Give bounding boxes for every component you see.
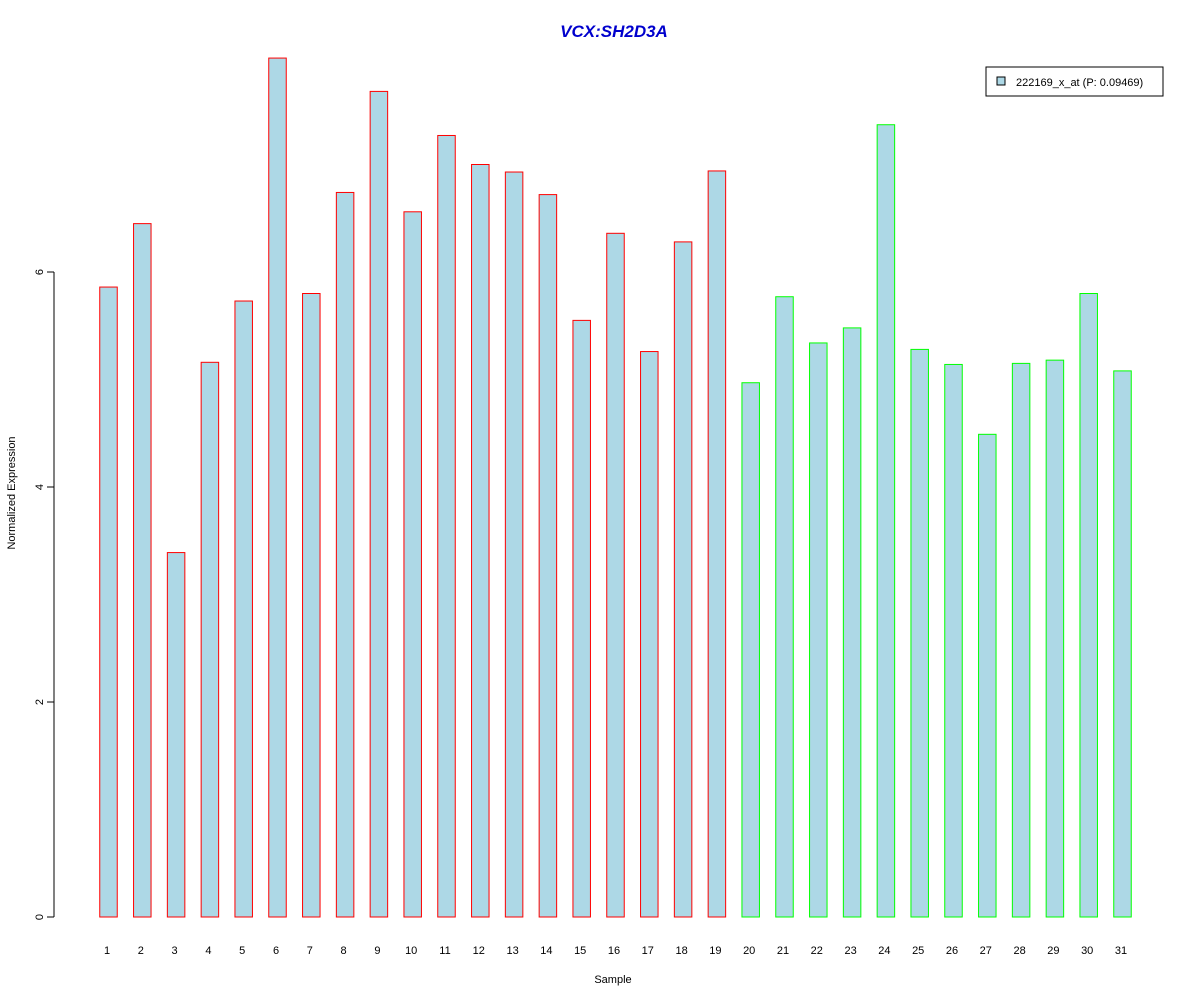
- bar-sample-4: [200, 361, 220, 918]
- x-tick-label: 30: [1081, 945, 1093, 957]
- bar-sample-22: [809, 342, 828, 918]
- bar-sample-11: [437, 134, 456, 918]
- x-tick-label: 21: [777, 945, 789, 957]
- x-tick-label: 7: [307, 945, 313, 957]
- y-axis: 0 2 4 6: [34, 269, 55, 920]
- bar-sample-25: [910, 348, 929, 918]
- x-tick-label: 25: [912, 945, 924, 957]
- bar-sample-1: [99, 286, 118, 918]
- x-tick-labels: 1 2 3 4 5 6 7 8 9 10 11 12 13 14 15 16 17 18 19 20 21 22 23 24 2…: [104, 945, 1127, 957]
- bar-sample-19: [707, 170, 727, 918]
- x-tick-label: 2: [138, 945, 144, 957]
- bar-sample-8: [335, 191, 355, 918]
- y-tick-label: 0: [34, 914, 46, 920]
- x-tick-label: 12: [473, 945, 485, 957]
- bar-sample-18: [673, 241, 693, 918]
- bar-sample-16: [606, 232, 625, 918]
- x-tick-label: 20: [743, 945, 755, 957]
- x-tick-label: 28: [1013, 945, 1025, 957]
- x-tick-label: 4: [205, 945, 211, 957]
- x-tick-label: 31: [1115, 945, 1127, 957]
- y-axis-label: Normalized Expression: [6, 436, 18, 549]
- bar-sample-30: [1079, 293, 1098, 918]
- legend-box: [985, 66, 1164, 97]
- bar-sample-14: [538, 194, 558, 918]
- bar-sample-2: [133, 223, 152, 918]
- x-tick-label: 11: [439, 945, 450, 957]
- bar-sample-17: [640, 351, 659, 918]
- bar-sample-26: [944, 363, 963, 918]
- bars: [99, 57, 1132, 918]
- bar-sample-15: [572, 319, 591, 918]
- x-tick-label: 19: [709, 945, 721, 957]
- chart-title: VCX:SH2D3A: [560, 22, 668, 41]
- y-tick-label: 6: [34, 269, 46, 275]
- bar-sample-5: [234, 300, 253, 918]
- x-tick-label: 16: [608, 945, 620, 957]
- bar-sample-10: [403, 211, 422, 918]
- x-tick-label: 15: [574, 945, 586, 957]
- bar-sample-21: [775, 296, 794, 918]
- x-tick-label: 3: [172, 945, 178, 957]
- x-tick-label: 17: [642, 945, 654, 957]
- x-tick-label: 26: [946, 945, 958, 957]
- x-tick-label: 23: [844, 945, 856, 957]
- x-tick-label: 22: [811, 945, 823, 957]
- bar-sample-27: [978, 433, 997, 918]
- bar-sample-28: [1011, 362, 1031, 918]
- x-tick-label: 6: [273, 945, 279, 957]
- y-tick-label: 4: [34, 484, 46, 490]
- x-tick-label: 13: [506, 945, 518, 957]
- bar-sample-31: [1113, 370, 1132, 918]
- bar-sample-9: [369, 90, 389, 918]
- x-axis-label: Sample: [594, 974, 631, 986]
- bar-sample-13: [504, 171, 524, 918]
- bar-sample-20: [741, 382, 760, 918]
- x-tick-label: 18: [675, 945, 687, 957]
- legend-swatch: [996, 76, 1006, 86]
- x-tick-label: 29: [1047, 945, 1059, 957]
- bar-sample-12: [471, 164, 490, 918]
- x-tick-label: 8: [341, 945, 347, 957]
- x-tick-label: 24: [878, 945, 890, 957]
- x-tick-label: 10: [405, 945, 417, 957]
- bar-sample-6: [268, 57, 287, 918]
- legend: 222169_x_at (P: 0.09469): [985, 66, 1164, 97]
- bar-sample-3: [166, 552, 186, 918]
- x-tick-label: 1: [104, 945, 110, 957]
- legend-label: 222169_x_at (P: 0.09469): [1016, 77, 1143, 89]
- x-tick-label: 14: [540, 945, 552, 957]
- bar-sample-23: [842, 327, 862, 918]
- x-tick-label: 9: [374, 945, 380, 957]
- y-tick-label: 2: [34, 699, 46, 705]
- x-tick-label: 27: [980, 945, 992, 957]
- bar-sample-7: [302, 293, 321, 918]
- x-tick-label: 5: [239, 945, 245, 957]
- bar-sample-24: [876, 124, 896, 918]
- bar-sample-29: [1045, 359, 1065, 918]
